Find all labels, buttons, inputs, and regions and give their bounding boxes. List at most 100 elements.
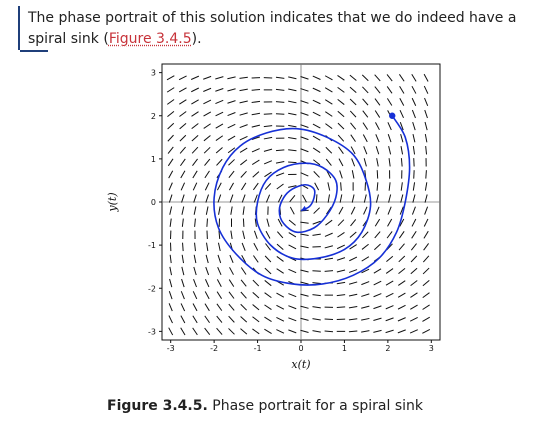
field-segment [204, 327, 211, 336]
field-segment [263, 136, 273, 140]
field-segment [424, 121, 428, 131]
field-segment [168, 291, 173, 300]
field-segment [425, 146, 428, 155]
field-segment [179, 146, 186, 154]
field-segment [314, 182, 320, 191]
field-segment [276, 329, 285, 334]
field-segment [411, 206, 416, 215]
field-segment [252, 328, 260, 335]
field-segment [217, 242, 221, 252]
y-tick-label: -2 [148, 284, 156, 293]
field-segment [276, 256, 284, 262]
phase-portrait-figure: -3 -3 -2 -2 -1 -1 0 0 1 1 2 2 3 3 x(t) y(t) [100, 52, 460, 384]
field-segment [276, 183, 284, 190]
field-segment [349, 86, 357, 94]
field-segment [167, 146, 174, 154]
field-segment [300, 281, 309, 285]
field-segment [324, 318, 334, 321]
field-segment [387, 134, 392, 143]
field-segment [337, 75, 345, 81]
field-segment [300, 293, 309, 297]
field-segment [230, 206, 233, 215]
field-segment [192, 291, 198, 300]
field-segment [263, 113, 273, 115]
field-segment [385, 305, 394, 310]
field-segment [398, 231, 405, 239]
y-tick-label: -1 [148, 241, 156, 250]
callout-underline [20, 50, 48, 52]
field-segment [242, 230, 246, 239]
field-segment [313, 207, 320, 214]
field-segment [288, 88, 297, 92]
field-segment [374, 110, 381, 118]
field-segment [265, 230, 271, 239]
field-segment [350, 219, 357, 227]
field-segment [351, 194, 355, 203]
field-segment [227, 88, 236, 92]
field-segment [203, 123, 211, 129]
field-segment [203, 87, 212, 92]
field-segment [216, 158, 223, 166]
field-segment [169, 206, 173, 215]
field-segment [422, 279, 430, 287]
field-segment [239, 124, 248, 129]
field-segment [227, 135, 236, 141]
field-segment [409, 329, 418, 334]
field-segment [265, 243, 271, 251]
field-segment [181, 266, 185, 276]
field-segment [228, 328, 235, 335]
field-segment [385, 280, 394, 286]
field-segment [203, 75, 212, 80]
field-segment [312, 87, 321, 93]
field-segment [215, 99, 224, 105]
field-segment [228, 159, 235, 166]
field-segment [337, 219, 345, 227]
field-segment [412, 133, 416, 143]
field-segment [312, 282, 321, 284]
field-segment [350, 134, 356, 142]
field-segment [422, 267, 430, 275]
field-segment [312, 75, 321, 80]
field-segment [409, 316, 418, 322]
field-segment [348, 281, 358, 285]
field-segment [340, 182, 342, 191]
field-segment [349, 231, 357, 238]
field-segment [216, 327, 223, 335]
field-segment [315, 194, 318, 203]
field-segment [228, 315, 235, 323]
field-segment [206, 218, 208, 227]
field-segment [253, 194, 258, 203]
field-segment [362, 122, 369, 130]
field-segment [312, 233, 321, 236]
field-segment [424, 109, 428, 119]
field-segment [361, 330, 370, 333]
field-segment [300, 148, 309, 153]
field-segment [424, 182, 428, 191]
field-segment [229, 194, 234, 203]
field-segment [324, 257, 334, 261]
field-segment [410, 304, 418, 310]
field-segment [167, 158, 174, 167]
field-segment [348, 306, 358, 309]
y-tick-label: 0 [151, 198, 156, 207]
field-segment [348, 318, 358, 321]
field-segment [361, 268, 370, 274]
field-segment [351, 158, 356, 167]
field-segment [205, 206, 209, 215]
field-segment [168, 315, 173, 324]
field-segment [400, 158, 403, 167]
field-segment [190, 75, 200, 80]
solution-trajectory [213, 115, 411, 286]
field-segment [300, 172, 309, 177]
field-segment [179, 122, 187, 130]
field-segment [166, 99, 175, 105]
figure-link[interactable]: Figure 3.4.5 [108, 31, 192, 47]
field-segment [300, 76, 309, 80]
field-segment [423, 218, 429, 227]
field-segment [386, 98, 393, 106]
field-segment [263, 148, 273, 152]
field-segment [239, 147, 248, 153]
field-segment [216, 182, 222, 191]
field-segment [373, 329, 382, 333]
field-segment [180, 170, 186, 179]
